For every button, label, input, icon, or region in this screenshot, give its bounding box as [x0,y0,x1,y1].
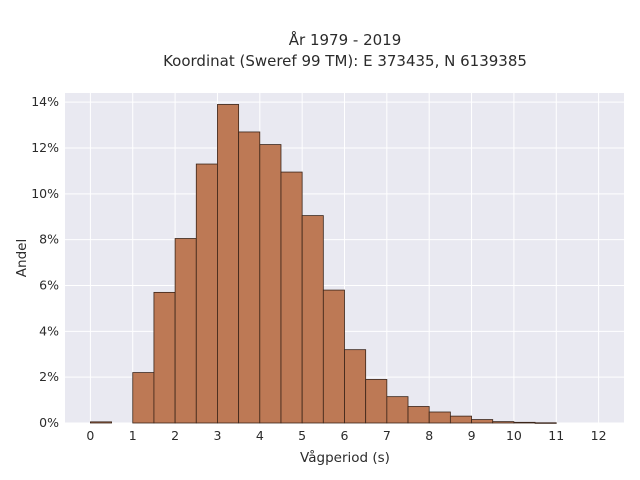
x-tick-labels: 0 1 2 3 4 5 6 7 8 9 10 11 12 [86,428,606,443]
x-axis-label: Vågperiod (s) [300,449,390,466]
x-tick-label: 12 [591,428,607,443]
x-tick-label: 7 [383,428,391,443]
x-tick-label: 4 [256,428,264,443]
y-tick-label: 8% [39,232,59,247]
histogram-bar [449,415,472,424]
x-tick-label: 6 [341,428,349,443]
histogram-bar [280,171,303,424]
histogram-bar [513,421,536,424]
histogram-bar [534,422,557,424]
y-tick-label: 10% [31,186,59,201]
x-tick-label: 9 [468,428,476,443]
histogram-bar [407,406,430,424]
histogram-bar [153,291,176,424]
y-tick-labels: 0% 2% 4% 6% 8% 10% 12% 14% [31,94,59,430]
y-tick-label: 0% [39,415,59,430]
histogram-bar [471,419,494,424]
y-tick-label: 2% [39,369,59,384]
bars [90,104,557,424]
x-tick-label: 8 [425,428,433,443]
histogram-bar [428,411,451,424]
histogram-bar [322,289,345,424]
x-tick-label: 1 [129,428,137,443]
x-tick-label: 11 [548,428,564,443]
histogram-bar [195,163,218,424]
y-tick-label: 12% [31,140,59,155]
y-tick-label: 4% [39,323,59,338]
x-tick-label: 3 [213,428,221,443]
x-tick-label: 5 [298,428,306,443]
histogram-bar [492,421,515,424]
histogram-bar [217,104,240,424]
histogram-bar [174,238,197,424]
histogram-bar [259,144,282,424]
x-tick-label: 10 [506,428,522,443]
x-tick-label: 0 [86,428,94,443]
x-tick-label: 2 [171,428,179,443]
y-tick-label: 6% [39,278,59,293]
histogram-bar [301,215,324,424]
histogram-bar [365,379,388,424]
y-axis-label: Andel [14,239,30,277]
histogram-bar [90,421,112,424]
histogram-bar [344,349,367,424]
histogram-bar [386,396,409,424]
chart-title-line2: Koordinat (Sweref 99 TM): E 373435, N 61… [163,52,527,70]
histogram-bar [132,372,155,424]
chart-title-line1: År 1979 - 2019 [289,30,402,49]
y-tick-label: 14% [31,94,59,109]
histogram-bar [238,131,261,424]
